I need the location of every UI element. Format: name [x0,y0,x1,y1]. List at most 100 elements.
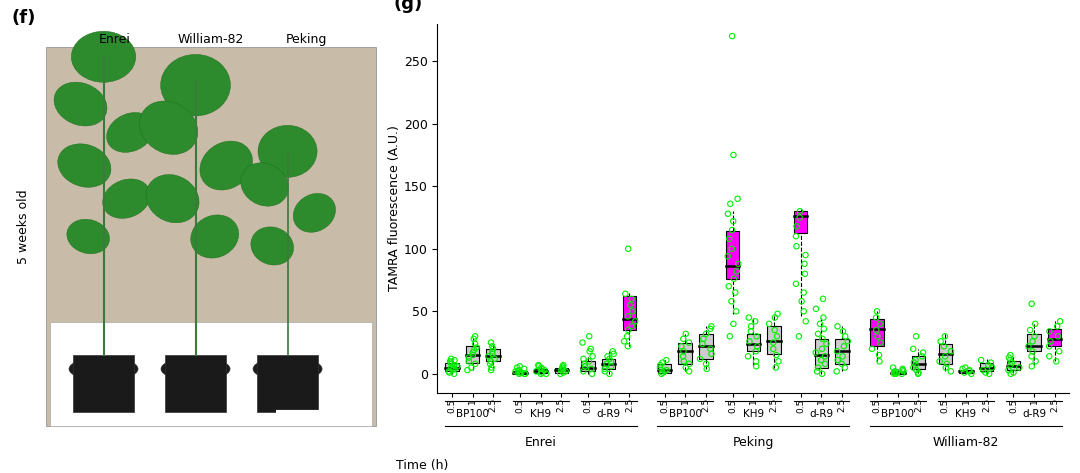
Point [742,323,759,330]
Point [977,369,995,377]
Bar [835,339,849,364]
Point [932,338,949,345]
Point [656,368,673,375]
Point [529,361,546,369]
Point [839,338,856,345]
Point [914,352,931,360]
Point [467,360,484,368]
Point [747,348,765,355]
Point [894,365,912,373]
Text: d-R9: d-R9 [1022,409,1047,419]
Point [723,298,740,305]
Point [867,326,885,334]
Point [980,361,997,369]
Bar [814,339,828,368]
Point [604,348,621,355]
Point [442,359,459,367]
Point [702,345,719,352]
Text: Time (h): Time (h) [396,459,448,472]
Bar [486,349,500,361]
Point [809,368,826,375]
Point [828,348,846,355]
Point [443,364,460,371]
Point [1002,370,1020,377]
Point [538,370,555,377]
Point [721,333,739,340]
Point [937,364,955,371]
Point [792,208,809,215]
Point [787,232,805,240]
Point [445,361,462,369]
Point [1001,356,1018,364]
Point [484,348,501,355]
Bar [939,344,953,364]
Point [725,320,742,328]
Point [616,338,633,345]
Point [620,245,637,253]
Point [725,275,742,282]
Point [868,307,886,315]
Point [728,268,745,275]
Point [807,349,824,356]
Bar [726,231,740,279]
Point [484,350,501,358]
Point [515,365,532,373]
Bar [678,342,692,364]
Point [1049,323,1066,330]
Point [581,333,598,340]
Point [895,368,913,375]
Bar [699,334,713,359]
Bar [870,319,883,346]
Text: d-R9: d-R9 [597,409,621,419]
Point [818,340,835,348]
Bar [623,296,636,330]
Point [1022,326,1039,334]
Point [1050,333,1067,340]
Point [596,365,613,373]
Point [813,345,831,352]
Point [465,335,483,342]
Point [513,369,530,377]
Point [720,235,738,243]
Ellipse shape [161,54,230,116]
Point [536,366,553,374]
Point [1000,366,1017,374]
Point [727,289,744,296]
FancyBboxPatch shape [257,355,319,412]
Point [600,370,618,377]
Point [605,350,622,358]
Point [768,333,785,340]
Point [573,339,591,346]
Text: BP100: BP100 [669,409,702,419]
Point [765,339,782,346]
Ellipse shape [200,141,253,190]
Point [654,369,672,377]
FancyBboxPatch shape [72,355,134,412]
Point [814,314,832,321]
Text: Enrei: Enrei [525,437,556,449]
Point [581,348,598,355]
Point [658,356,675,364]
Point [480,352,497,360]
Point [956,369,973,377]
Point [598,360,616,368]
FancyBboxPatch shape [46,47,376,426]
Point [1041,327,1058,335]
Point [793,298,810,305]
Ellipse shape [251,227,294,265]
Point [741,338,758,345]
Point [603,362,620,370]
Point [760,320,778,328]
Point [1040,342,1057,350]
Text: KH9: KH9 [743,409,764,419]
Point [677,364,694,371]
Point [808,305,825,313]
FancyBboxPatch shape [50,322,372,426]
Bar [602,359,616,369]
Ellipse shape [139,101,198,155]
Point [511,370,528,377]
Point [467,340,484,348]
Point [894,366,912,374]
Point [1023,352,1040,360]
Y-axis label: TAMRA fluorescence (A.U.): TAMRA fluorescence (A.U.) [388,125,401,291]
